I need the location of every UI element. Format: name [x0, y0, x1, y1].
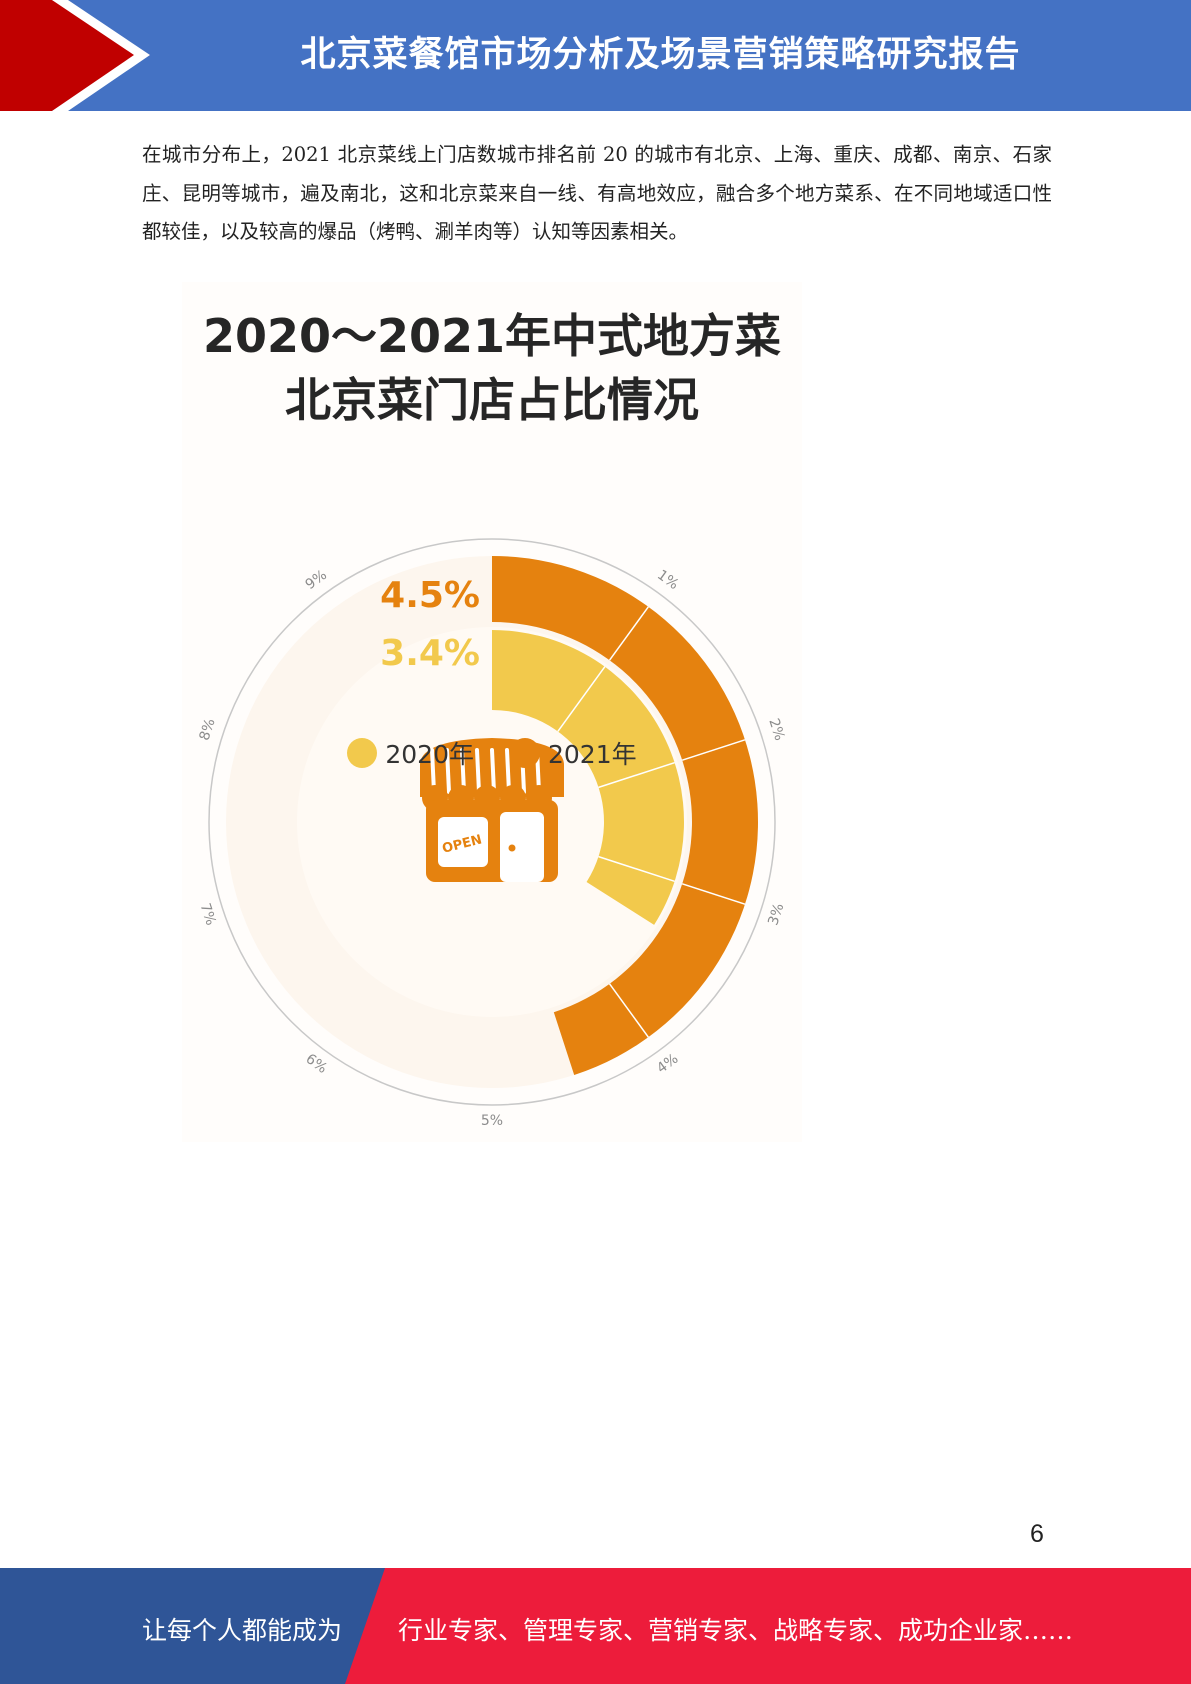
header-arrow-icon [0, 0, 150, 111]
chart-tick-label: 3% [765, 901, 787, 927]
footer-slogan-left: 让每个人都能成为 [142, 1616, 343, 1645]
legend-label-2021: 2021年 [548, 740, 637, 769]
page-number: 6 [1030, 1520, 1044, 1548]
legend-item-2021: 2021年 [510, 735, 637, 771]
chart-bar-separator [681, 739, 746, 761]
store-awning-stripe [460, 748, 466, 794]
legend-item-2020: 2020年 [347, 735, 474, 771]
chart-value-label-2020: 3.4% [380, 633, 480, 674]
legend-swatch-2020 [347, 738, 378, 768]
store-awning-stripe [475, 748, 481, 794]
body-paragraph: 在城市分布上，2021 北京菜线上门店数城市排名前 20 的城市有北京、上海、重… [142, 143, 1052, 243]
chart-bar-2020 [492, 630, 684, 925]
footer-slogan-right: 行业专家、管理专家、营销专家、战略专家、成功企业家…… [398, 1616, 1074, 1645]
chart-bar-separator [557, 666, 606, 732]
chart-bar-separator [608, 983, 649, 1038]
chart-bar-2021 [492, 556, 759, 1075]
store-awning-stripe [430, 748, 436, 794]
chart-tick-label: 8% [197, 717, 219, 743]
chart-tick-label: 7% [197, 901, 219, 927]
chart-bar-separator [598, 761, 675, 789]
chart-legend: 2020年 2021年 [182, 735, 802, 771]
chart-bar-separator [608, 606, 649, 661]
chart-tick-label: 5% [481, 1113, 503, 1129]
chart-scale-ring [208, 538, 776, 1106]
chart-bar-separator [681, 883, 746, 905]
chart-tick-label: 4% [654, 1051, 681, 1077]
store-awning-stripe [490, 748, 496, 794]
chart: 1% 2% 3% 4% 5% 6% 7% 8% 9% 4.5% 3.4% OPEN 2020～2021… [182, 282, 802, 1142]
store-door-icon [500, 812, 544, 882]
chart-svg: 1%2%3%4%5%6%7%8%9% 4.5%3.4%OPEN [197, 538, 787, 1129]
chart-tick-label: 6% [303, 1051, 330, 1077]
page-header: 北京菜餐馆市场分析及场景营销策略研究报告 [0, 0, 1191, 111]
page-footer: 让每个人都能成为 行业专家、管理专家、营销专家、战略专家、成功企业家…… [0, 1568, 1191, 1684]
store-awning-stripe [445, 748, 451, 794]
footer-band [0, 1568, 1191, 1684]
chart-title-line2: 北京菜门店占比情况 [285, 373, 699, 427]
chart-bar-separator [598, 855, 675, 883]
store-door-knob-icon [508, 844, 516, 852]
report-title: 北京菜餐馆市场分析及场景营销策略研究报告 [300, 35, 1021, 75]
legend-swatch-2021 [510, 738, 540, 768]
chart-value-label-2021: 4.5% [380, 575, 480, 616]
store-window-icon [438, 817, 488, 867]
chart-title-line1: 2020～2021年中式地方菜 [202, 309, 782, 363]
chart-tick-label: 9% [303, 567, 330, 593]
store-awning-stripe [505, 748, 511, 794]
chart-tick-label: 1% [654, 567, 681, 593]
legend-label-2020: 2020年 [385, 740, 474, 769]
chart-tick-label: 2% [765, 717, 787, 743]
